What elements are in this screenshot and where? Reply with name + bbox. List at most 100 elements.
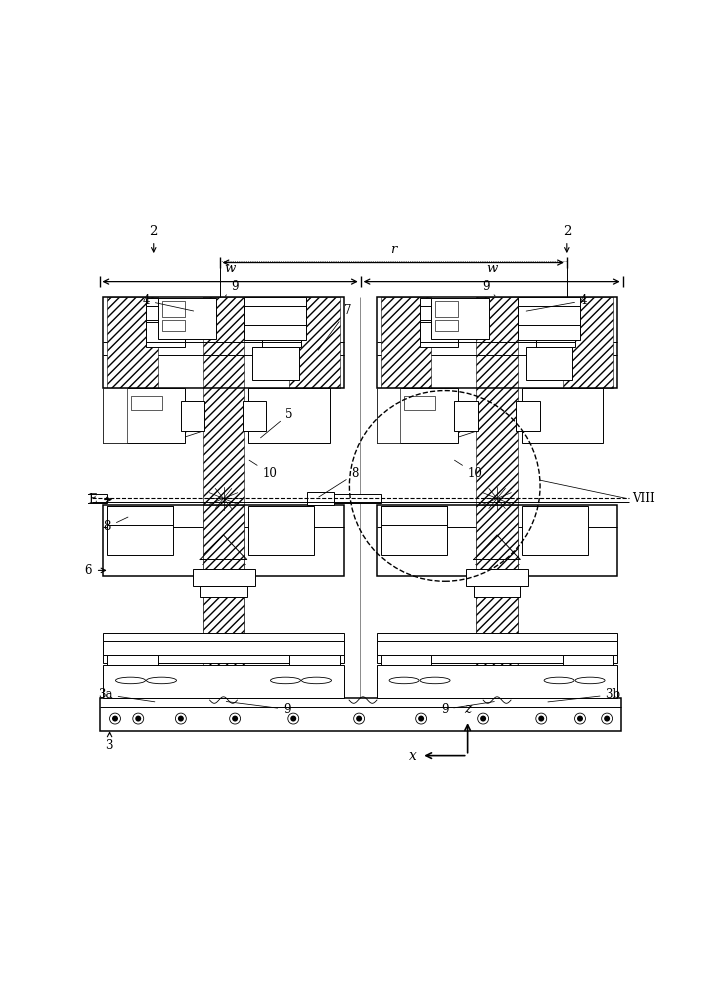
- Bar: [381, 506, 446, 555]
- Bar: [103, 388, 127, 443]
- Bar: [115, 670, 157, 680]
- Bar: [377, 388, 400, 443]
- Bar: [57, 494, 108, 503]
- Bar: [518, 297, 580, 340]
- Bar: [103, 297, 344, 388]
- Bar: [526, 347, 572, 380]
- Bar: [202, 633, 245, 682]
- Bar: [108, 655, 157, 666]
- Circle shape: [112, 716, 118, 722]
- Bar: [103, 388, 185, 443]
- Ellipse shape: [544, 677, 574, 684]
- Circle shape: [356, 716, 362, 722]
- Text: w: w: [486, 262, 497, 275]
- Bar: [377, 633, 617, 663]
- Bar: [262, 298, 301, 347]
- Bar: [248, 506, 314, 555]
- Bar: [381, 297, 431, 388]
- Bar: [34, 492, 60, 505]
- Bar: [146, 306, 185, 320]
- Bar: [290, 670, 332, 680]
- Bar: [100, 698, 621, 731]
- Bar: [108, 506, 173, 555]
- Bar: [248, 388, 330, 443]
- Bar: [517, 401, 540, 431]
- Bar: [103, 505, 344, 576]
- Bar: [476, 505, 518, 633]
- Bar: [476, 297, 518, 633]
- Circle shape: [604, 716, 610, 722]
- Bar: [103, 641, 344, 655]
- Bar: [108, 297, 157, 388]
- Bar: [389, 670, 431, 680]
- Text: w: w: [224, 262, 236, 275]
- Bar: [536, 298, 574, 347]
- Text: 5: 5: [261, 408, 293, 438]
- Bar: [103, 665, 344, 698]
- Bar: [146, 322, 185, 342]
- Text: E: E: [89, 493, 97, 506]
- Text: z: z: [464, 702, 471, 716]
- Bar: [381, 655, 431, 666]
- Bar: [420, 322, 458, 342]
- Bar: [563, 665, 612, 671]
- Ellipse shape: [302, 677, 332, 684]
- Bar: [157, 298, 216, 339]
- Text: 9: 9: [226, 280, 239, 296]
- Circle shape: [290, 716, 296, 722]
- Bar: [146, 298, 185, 347]
- Bar: [522, 506, 588, 555]
- Bar: [536, 306, 574, 320]
- Bar: [262, 306, 301, 320]
- Ellipse shape: [146, 677, 176, 684]
- Text: 3b: 3b: [548, 688, 621, 702]
- Bar: [420, 306, 458, 320]
- Bar: [262, 322, 301, 342]
- Circle shape: [135, 716, 141, 722]
- Bar: [377, 297, 617, 388]
- Circle shape: [232, 716, 238, 722]
- Text: r: r: [390, 243, 396, 256]
- Text: 2: 2: [562, 225, 571, 238]
- Text: 2: 2: [150, 225, 158, 238]
- Bar: [474, 586, 520, 597]
- Bar: [404, 396, 435, 410]
- Bar: [202, 505, 245, 633]
- Text: 4: 4: [526, 294, 588, 311]
- Bar: [245, 297, 307, 340]
- Bar: [435, 320, 458, 331]
- Bar: [476, 633, 518, 682]
- Bar: [435, 301, 458, 317]
- Text: 8: 8: [319, 467, 359, 497]
- Ellipse shape: [420, 677, 450, 684]
- Bar: [162, 301, 185, 317]
- Ellipse shape: [389, 677, 419, 684]
- Bar: [108, 506, 173, 525]
- Bar: [181, 401, 204, 431]
- Bar: [420, 298, 458, 347]
- Bar: [377, 505, 617, 576]
- Circle shape: [418, 716, 424, 722]
- Bar: [193, 569, 254, 586]
- Bar: [522, 388, 603, 443]
- Text: 10: 10: [454, 460, 482, 480]
- Bar: [243, 401, 266, 431]
- Bar: [377, 665, 617, 698]
- Bar: [252, 347, 299, 380]
- Circle shape: [480, 716, 486, 722]
- Text: 9: 9: [226, 701, 290, 716]
- Bar: [103, 633, 344, 663]
- Ellipse shape: [115, 677, 146, 684]
- Bar: [245, 306, 307, 325]
- Bar: [466, 569, 528, 586]
- Bar: [563, 297, 613, 388]
- Ellipse shape: [271, 677, 300, 684]
- Text: VIII: VIII: [632, 492, 654, 505]
- Bar: [563, 655, 613, 666]
- Text: 9: 9: [441, 702, 494, 716]
- Bar: [377, 388, 458, 443]
- Ellipse shape: [575, 677, 605, 684]
- Text: 9: 9: [482, 280, 495, 296]
- Bar: [200, 586, 247, 597]
- Text: 8: 8: [104, 517, 128, 533]
